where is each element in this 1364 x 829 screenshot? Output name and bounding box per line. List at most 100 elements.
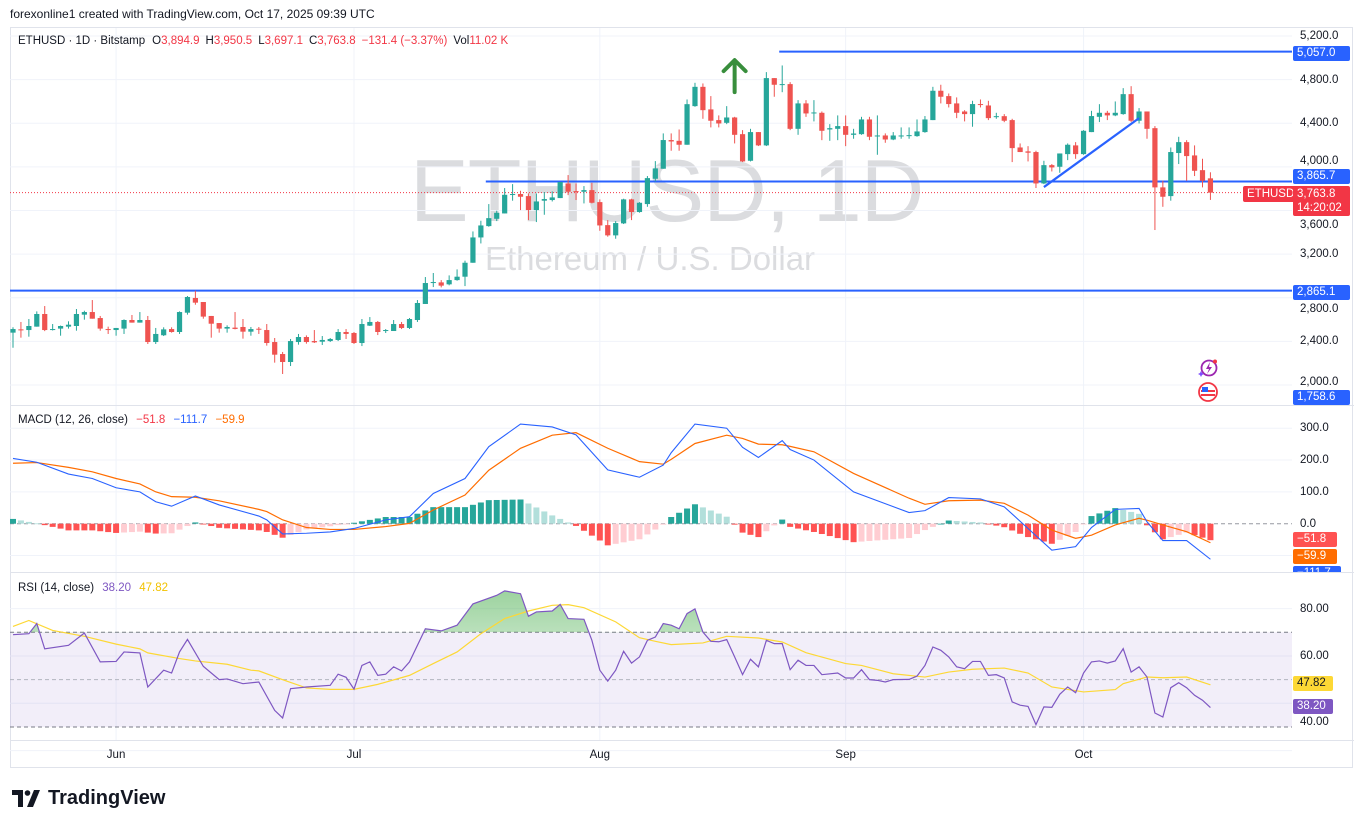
candle-body (533, 201, 539, 211)
macd-histogram-bar (160, 523, 167, 534)
macd-hist-value: −51.8 (136, 414, 166, 426)
candle-body (272, 342, 278, 355)
macd-histogram-bar (335, 523, 342, 526)
candle (692, 82, 698, 107)
macd-histogram-bar (485, 500, 492, 524)
price-tick-label: 5,200.0 (1300, 30, 1339, 42)
candle (533, 193, 539, 223)
candle-body (621, 199, 627, 224)
macd-histogram-bar (882, 523, 889, 540)
candle-body (216, 323, 222, 329)
candle (581, 186, 587, 204)
symbol-info[interactable]: ETHUSD · 1D · Bitstamp (18, 35, 146, 47)
candle-body (1160, 187, 1166, 197)
candle (1176, 136, 1182, 165)
macd-histogram-bar (1009, 523, 1016, 531)
macd-histogram-bar (596, 523, 603, 541)
candle (446, 275, 452, 286)
macd-histogram-bar (945, 520, 952, 524)
us-flag-icon[interactable] (1197, 381, 1219, 403)
lightning-sparkle-icon[interactable] (1197, 357, 1219, 379)
candle (779, 65, 785, 93)
macd-histogram-bar (795, 523, 802, 529)
macd-histogram-bar (33, 523, 40, 525)
tradingview-logo-icon (12, 789, 40, 807)
macd-histogram-bar (763, 523, 770, 532)
candle (636, 202, 643, 213)
macd-histogram-bar (1025, 523, 1032, 538)
macd-histogram-bar (517, 499, 524, 524)
macd-histogram-bar (477, 502, 484, 524)
candle (573, 183, 579, 201)
candle (914, 119, 920, 137)
candle (565, 175, 571, 196)
macd-histogram-bar (438, 507, 445, 524)
candle (1080, 130, 1087, 155)
macd-histogram-bar (707, 510, 714, 524)
macd-histogram-bar (961, 521, 968, 524)
symbol-price-label: ETHUSD (1243, 186, 1299, 202)
candle (1112, 101, 1118, 117)
candle-body (1176, 142, 1182, 154)
candle-body (184, 296, 191, 313)
macd-histogram-bar (25, 521, 32, 524)
candle-body (34, 314, 40, 327)
volume-label: Vol (453, 35, 470, 47)
candle-body (700, 86, 706, 111)
candle-body (1009, 120, 1015, 149)
macd-legend[interactable]: MACD (12, 26, close) −51.8 −111.7 −59.9 (18, 414, 250, 426)
candle (747, 128, 754, 162)
macd-histogram-bar (985, 523, 992, 525)
candle-body (105, 329, 111, 331)
candle (771, 78, 777, 97)
macd-histogram-bar (121, 523, 128, 533)
candle (65, 321, 72, 329)
macd-histogram-bar (1040, 523, 1047, 542)
candle (628, 198, 635, 221)
candle (57, 325, 64, 336)
candle-body (1080, 130, 1087, 155)
candle-body (478, 225, 484, 238)
macd-histogram-bar (57, 523, 64, 529)
macd-histogram-bar (509, 499, 516, 524)
candle-body (1136, 111, 1142, 121)
candle-body (993, 116, 999, 118)
macd-histogram-bar (1191, 523, 1198, 536)
candle (335, 329, 341, 342)
rsi-legend[interactable]: RSI (14, close) 38.20 47.82 (18, 582, 173, 594)
tradingview-logo[interactable]: TradingView (12, 787, 165, 810)
macd-histogram-bar (803, 523, 809, 531)
candle (938, 84, 944, 104)
close-label: C (308, 35, 318, 47)
candle (1017, 143, 1023, 153)
candle-body (375, 321, 381, 332)
candle-body (835, 126, 841, 129)
candle-body (169, 329, 175, 332)
price-tick-label: 4,000.0 (1300, 154, 1339, 167)
candle (835, 115, 841, 141)
macd-histogram-bar (549, 515, 556, 524)
macd-histogram-bar (73, 523, 80, 531)
candle-body (161, 329, 167, 336)
candle (383, 329, 389, 333)
candle (1136, 108, 1142, 124)
candle-body (192, 297, 198, 303)
macd-histogram-bar (327, 523, 334, 527)
time-tick-label: Jul (346, 749, 362, 761)
macd-histogram-bar (493, 499, 500, 524)
candle-body (858, 119, 865, 135)
candle-body (383, 330, 389, 332)
macd-pane (10, 423, 1292, 560)
low-label: L (258, 35, 265, 47)
macd-histogram-bar (953, 520, 960, 524)
candle-body (343, 331, 349, 334)
macd-histogram-bar (454, 507, 461, 524)
candle (954, 97, 960, 119)
macd-histogram-bar (747, 523, 754, 535)
macd-histogram-bar (200, 523, 207, 525)
macd-histogram-bar (914, 523, 921, 535)
price-pane (10, 50, 1292, 374)
candle-body (779, 84, 785, 86)
macd-histogram-bar (239, 523, 246, 530)
